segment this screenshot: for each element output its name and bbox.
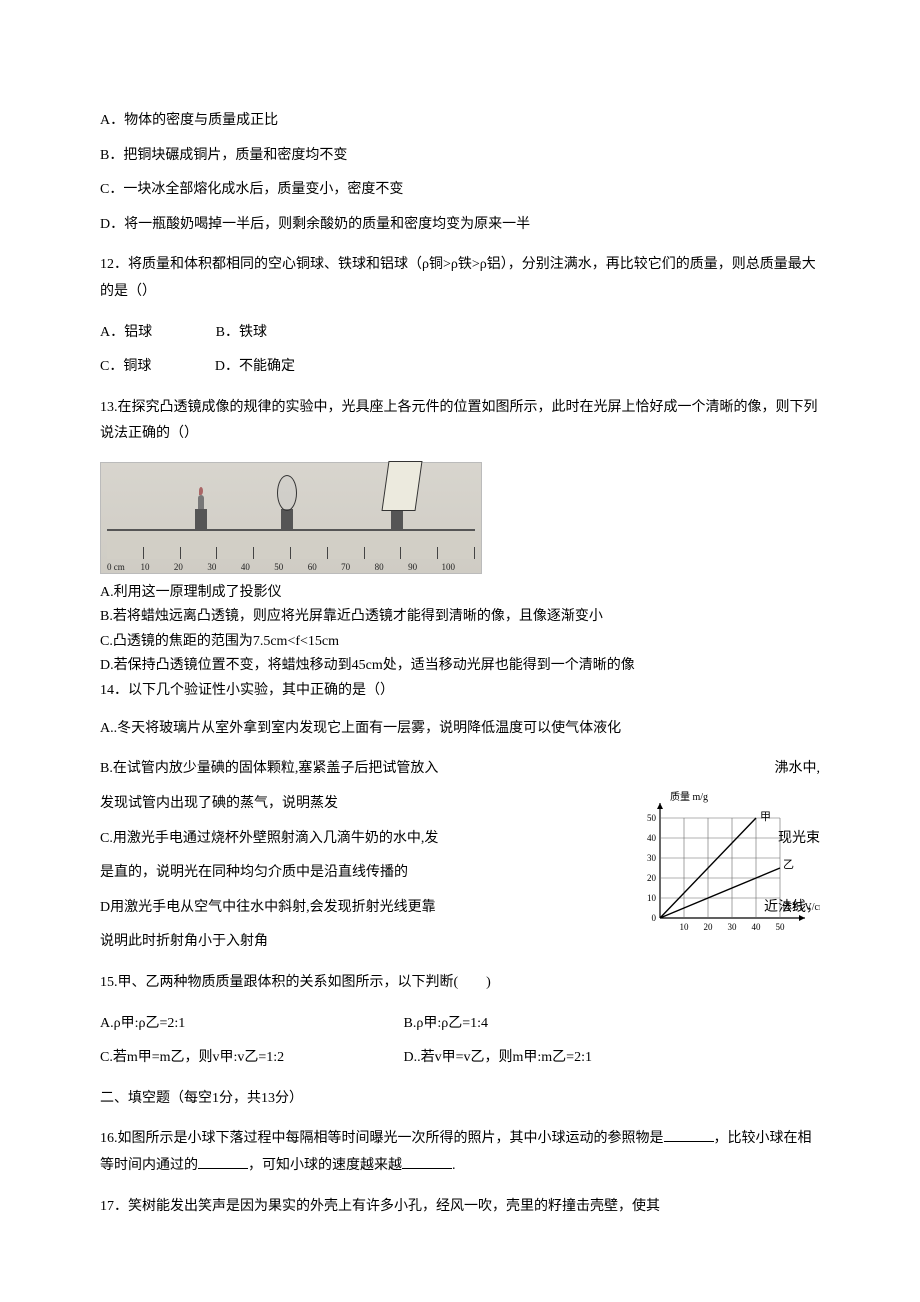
series-yi-label: 乙 — [783, 858, 794, 871]
q14-b-pre: B.在试管内放少量碘的固体颗粒,塞紧盖子后把试管放入 — [100, 761, 438, 776]
series-yi — [660, 868, 780, 918]
graph-x-label: 体积 V/cm³ — [782, 901, 820, 913]
q12-option-d: D．不能确定 — [215, 354, 295, 381]
q12-stem: 12．将质量和体积都相同的空心铜球、铁球和铝球（ρ铜>ρ铁>ρ铝），分别注满水，… — [100, 252, 820, 305]
ruler-baseline — [107, 529, 475, 531]
section2-heading: 二、填空题（每空1分，共13分） — [100, 1086, 820, 1113]
q15-option-d: D..若v甲=v乙，则m甲:m乙=2:1 — [404, 1050, 592, 1065]
q13-option-a: A.利用这一原理制成了投影仪 — [100, 582, 820, 604]
svg-text:10: 10 — [647, 893, 657, 903]
q14-b-post: 沸水中, — [775, 756, 821, 783]
q11-option-d: D．将一瓶酸奶喝掉一半后，则剩余酸奶的质量和密度均变为原来一半 — [100, 212, 820, 239]
screen-icon — [391, 509, 403, 529]
series-jia-label: 甲 — [760, 811, 771, 823]
svg-text:40: 40 — [647, 833, 657, 843]
svg-text:20: 20 — [647, 873, 657, 883]
q12-option-b: B．铁球 — [216, 320, 267, 347]
graph-y-label: 质量 m/g — [670, 791, 708, 803]
q13-option-c: C.凸透镜的焦距的范围为7.5cm<f<15cm — [100, 631, 820, 653]
ruler-labels: 0 cm102030405060708090100 — [107, 559, 475, 573]
q15-option-a: A.ρ甲:ρ乙=2:1 — [100, 1011, 400, 1038]
q14-mass-volume-graph: 质量 m/g 0 10 20 3 — [630, 788, 820, 938]
q12-option-c: C．铜球 — [100, 354, 151, 381]
candle-icon — [195, 509, 207, 529]
q11-option-b: B．把铜块碾成铜片，质量和密度均不变 — [100, 143, 820, 170]
q13-option-d: D.若保持凸透镜位置不变，将蜡烛移动到45cm处，适当移动光屏也能得到一个清晰的… — [100, 655, 820, 677]
q16-pre: 16.如图所示是小球下落过程中每隔相等时间曝光一次所得的照片，其中小球运动的参照… — [100, 1131, 664, 1146]
svg-text:50: 50 — [647, 813, 657, 823]
q11-option-a: A．物体的密度与质量成正比 — [100, 108, 820, 135]
svg-text:30: 30 — [728, 922, 738, 932]
q16-mid2: ，可知小球的速度越来越 — [248, 1158, 402, 1173]
q16-blank1[interactable] — [664, 1127, 714, 1142]
q16: 16.如图所示是小球下落过程中每隔相等时间曝光一次所得的照片，其中小球运动的参照… — [100, 1126, 820, 1179]
q14-wrap: 质量 m/g 0 10 20 3 — [100, 756, 820, 956]
q12-options-row1: A．铝球 B．铁球 — [100, 320, 820, 347]
q14-d-pre: D用激光手电从空气中往水中斜射,会发现折射光线更靠 — [100, 900, 436, 915]
q14-option-a: A..冬天将玻璃片从室外拿到室内发现它上面有一层雾，说明降低温度可以使气体液化 — [100, 716, 820, 743]
q12-options-row2: C．铜球 D．不能确定 — [100, 354, 820, 381]
svg-text:40: 40 — [752, 922, 762, 932]
q14-stem: 14．以下几个验证性小实验，其中正确的是（） — [100, 680, 820, 702]
lens-icon — [281, 509, 293, 529]
svg-text:30: 30 — [647, 853, 657, 863]
q16-blank3[interactable] — [402, 1154, 452, 1169]
svg-text:10: 10 — [680, 922, 690, 932]
q15-stem: 15.甲、乙两种物质质量跟体积的关系如图所示，以下判断( ) — [100, 970, 820, 997]
q12-option-a: A．铝球 — [100, 320, 152, 347]
ruler-ticks — [107, 531, 475, 559]
q15-option-c: C.若m甲=m乙，则v甲:v乙=1:2 — [100, 1045, 400, 1072]
q11-option-c: C．一块冰全部熔化成水后，质量变小，密度不变 — [100, 177, 820, 204]
q14-option-b-line1: B.在试管内放少量碘的固体颗粒,塞紧盖子后把试管放入 沸水中, — [100, 756, 820, 783]
svg-text:0: 0 — [652, 913, 657, 923]
q15-row1: A.ρ甲:ρ乙=2:1 B.ρ甲:ρ乙=1:4 — [100, 1011, 820, 1038]
q13-stem: 13.在探究凸透镜成像的规律的实验中，光具座上各元件的位置如图所示，此时在光屏上… — [100, 395, 820, 448]
q16-end: . — [452, 1158, 456, 1173]
q16-blank2[interactable] — [198, 1154, 248, 1169]
q17: 17．笑树能发出笑声是因为果实的外壳上有许多小孔，经风一吹，壳里的籽撞击壳壁，使… — [100, 1194, 820, 1221]
q13-figure-optical-bench: 0 cm102030405060708090100 — [100, 462, 482, 574]
exam-page: A．物体的密度与质量成正比 B．把铜块碾成铜片，质量和密度均不变 C．一块冰全部… — [0, 0, 920, 1302]
q14-c-pre: C.用激光手电通过烧杯外壁照射滴入几滴牛奶的水中,发 — [100, 831, 438, 846]
q13-option-b: B.若将蜡烛远离凸透镜，则应将光屏靠近凸透镜才能得到清晰的像，且像逐渐变小 — [100, 606, 820, 628]
svg-text:20: 20 — [704, 922, 714, 932]
svg-text:50: 50 — [776, 922, 786, 932]
q15-option-b: B.ρ甲:ρ乙=1:4 — [404, 1016, 489, 1031]
q15-row2: C.若m甲=m乙，则v甲:v乙=1:2 D..若v甲=v乙，则m甲:m乙=2:1 — [100, 1045, 820, 1072]
